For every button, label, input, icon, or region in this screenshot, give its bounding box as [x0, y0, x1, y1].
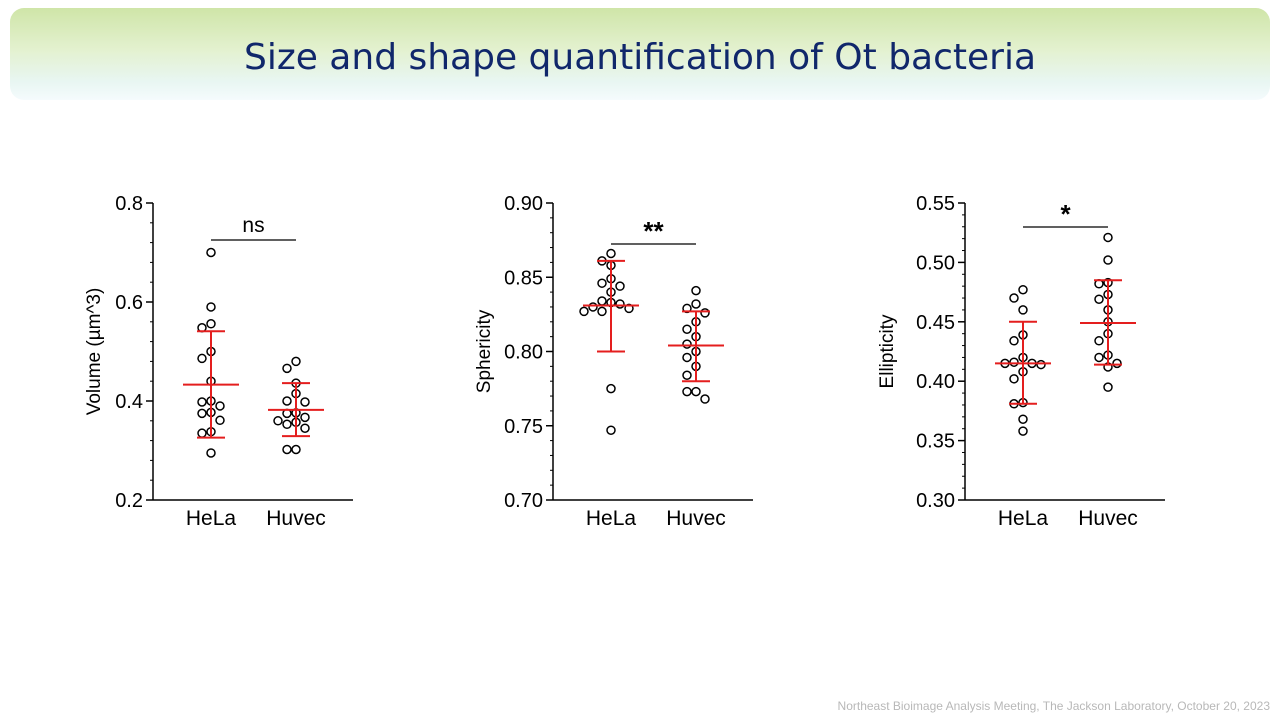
data-point [579, 306, 589, 317]
data-point [206, 448, 216, 458]
chart-panel-1: 0.2 0.4 0.6 0.8 Volume (µm^3) HeLa Huvec ns [84, 193, 353, 530]
data-point [700, 394, 710, 404]
data-point [273, 416, 283, 426]
y-tick-label: 0.90 [504, 193, 543, 215]
title-banner [10, 8, 1270, 100]
data-point [1036, 359, 1046, 370]
data-point [691, 285, 701, 296]
y-tick-label: 0.8 [115, 193, 143, 215]
data-point [682, 324, 692, 334]
slide-title: Size and shape quantification of Ot bact… [243, 37, 1037, 78]
data-point [1094, 294, 1104, 304]
data-point [206, 302, 216, 312]
data-point [606, 425, 616, 435]
data-point [1009, 374, 1019, 384]
data-point [197, 408, 207, 419]
data-point [215, 401, 225, 411]
data-point [700, 308, 710, 318]
data-point [597, 278, 607, 288]
data-point [282, 396, 292, 406]
data-point [588, 302, 598, 312]
data-point [1094, 352, 1104, 363]
data-point [282, 444, 292, 455]
data-point [1009, 357, 1019, 367]
y-tick-label: 0.40 [916, 371, 955, 393]
y-tick-label: 0.35 [916, 431, 955, 453]
data-point [291, 356, 301, 367]
chart-panel-3: 0.30 0.35 0.40 0.45 0.50 0.55 Ellipticity HeLa H… [877, 193, 1165, 530]
y-axis-label: Volume (µm^3) [84, 288, 105, 416]
data-point [597, 296, 607, 306]
x-tick-label: HeLa [186, 507, 237, 530]
data-point [682, 339, 692, 349]
data-point [606, 248, 616, 259]
y-tick-label: 0.2 [115, 490, 143, 512]
data-point [682, 370, 692, 381]
data-point [300, 423, 310, 433]
significance-label: ns [242, 214, 264, 237]
data-point [1009, 293, 1019, 303]
y-tick-label: 0.6 [115, 292, 143, 314]
y-tick-label: 0.50 [916, 252, 955, 274]
data-point [1094, 336, 1104, 346]
data-point [197, 397, 207, 407]
data-point [615, 299, 625, 309]
data-point [682, 352, 692, 363]
data-point [606, 383, 616, 394]
footer-text: Northeast Bioimage Analysis Meeting, The… [837, 699, 1270, 713]
data-point [282, 363, 292, 374]
data-point [1018, 414, 1028, 424]
data-point [597, 306, 607, 317]
y-axis-label: Sphericity [474, 309, 495, 393]
data-point [197, 428, 207, 438]
data-point [691, 299, 701, 309]
y-axis-label: Ellipticity [877, 314, 898, 388]
y-tick-label: 0.75 [504, 416, 543, 438]
y-tick-label: 0.30 [916, 490, 955, 512]
y-tick-label: 0.4 [115, 391, 143, 413]
y-tick-label: 0.45 [916, 312, 955, 334]
data-point [282, 419, 292, 430]
data-point [691, 386, 701, 397]
data-point [682, 386, 692, 397]
data-point [206, 319, 216, 329]
data-point [1103, 232, 1113, 243]
x-tick-label: Huvec [666, 507, 726, 530]
data-point [1018, 284, 1028, 295]
data-point [206, 247, 216, 258]
x-tick-label: HeLa [586, 507, 637, 530]
x-tick-label: Huvec [1078, 507, 1138, 530]
data-point [1018, 426, 1028, 436]
x-tick-label: HeLa [998, 507, 1049, 530]
data-point [197, 353, 207, 364]
y-tick-label: 0.55 [916, 193, 955, 215]
significance-label: * [1060, 199, 1071, 229]
data-point [215, 415, 225, 426]
y-tick-label: 0.85 [504, 267, 543, 289]
data-point [300, 397, 310, 407]
data-point [300, 412, 310, 423]
significance-label: ** [643, 216, 664, 246]
data-point [615, 281, 625, 291]
x-tick-label: Huvec [266, 507, 326, 530]
data-point [1009, 336, 1019, 346]
data-point [1112, 358, 1122, 369]
y-tick-label: 0.80 [504, 342, 543, 364]
y-tick-label: 0.70 [504, 490, 543, 512]
chart-panel-2: 0.70 0.75 0.80 0.85 0.90 Sphericity HeLa Huvec *… [474, 193, 753, 530]
data-point [1103, 382, 1113, 392]
data-point [1018, 305, 1028, 315]
data-point [291, 444, 301, 455]
data-point [1103, 255, 1113, 265]
